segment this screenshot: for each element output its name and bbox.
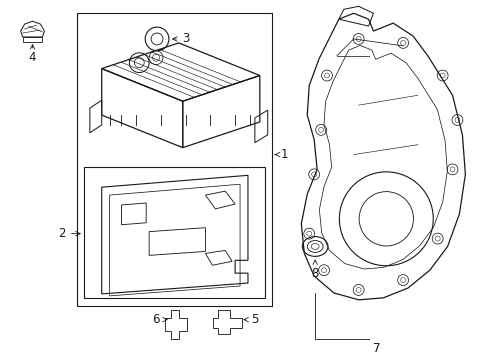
Text: 4: 4 [29,51,36,64]
Text: 7: 7 [373,342,380,355]
Text: 5: 5 [244,313,259,326]
Text: 8: 8 [312,260,319,280]
Bar [23,37,43,42]
Bar [84,167,265,298]
Text: 6: 6 [152,313,167,326]
Text: 2: 2 [58,227,80,240]
Text: 3: 3 [172,32,190,45]
Text: 1: 1 [275,148,288,161]
Bar [77,13,271,306]
